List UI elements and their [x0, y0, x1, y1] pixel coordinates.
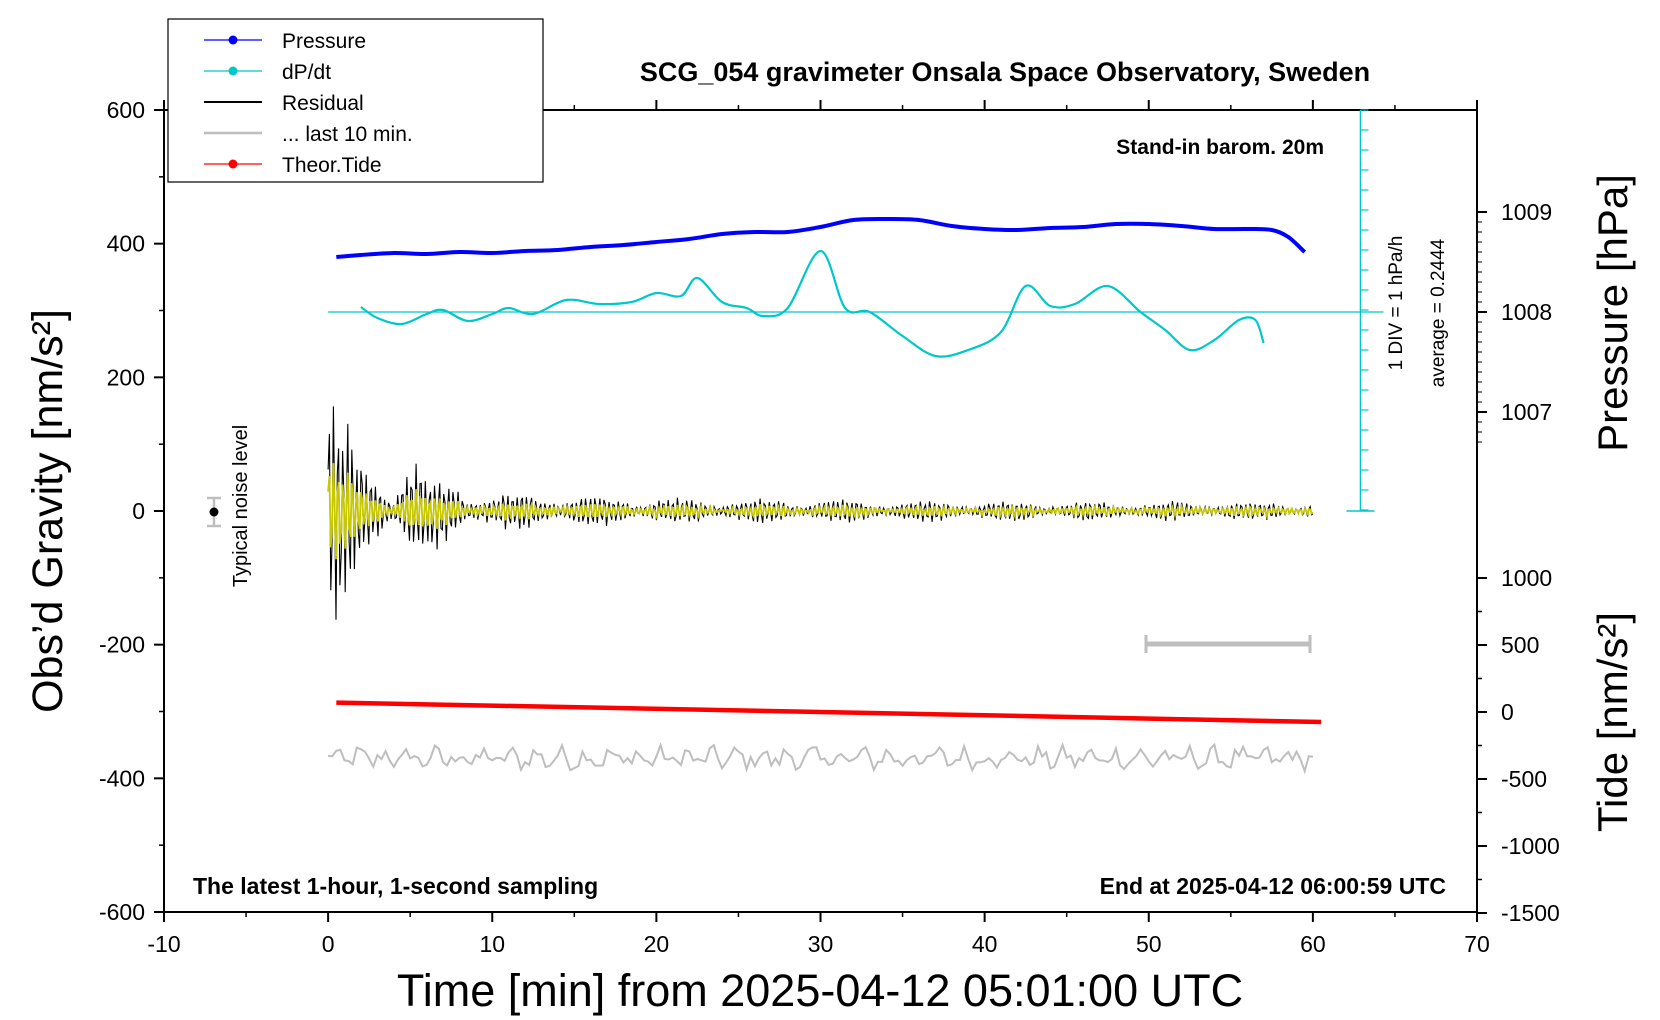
dpdt-scale-label: 1 DIV = 1 hPa/h: [1386, 236, 1407, 371]
tide-tick-label: -1500: [1501, 900, 1560, 926]
y-tick-label: 400: [107, 231, 145, 257]
x-axis-label: Time [min] from 2025-04-12 05:01:00 UTC: [397, 965, 1243, 1016]
legend: Pressure dP/dt Residual ... last 10 min. The…: [204, 30, 413, 177]
last-10-min-bracket: [1144, 635, 1312, 653]
x-tick-label: 50: [1136, 931, 1162, 957]
legend-marker: [228, 66, 238, 76]
tide-tick-label: 0: [1501, 699, 1514, 725]
tide-tick-label: 500: [1501, 632, 1539, 658]
tide-tick-label: 1000: [1501, 565, 1552, 591]
tide-tick-label: -500: [1501, 766, 1547, 792]
x-tick-label: 60: [1300, 931, 1326, 957]
x-tick-label: 40: [972, 931, 998, 957]
pressure-tick-label: 1009: [1501, 199, 1552, 225]
y-tick-label: -400: [99, 765, 145, 791]
last-10-min-trace: [327, 741, 1314, 775]
series-layer: [327, 216, 1322, 775]
y-tick-label: -200: [99, 632, 145, 658]
pressure-tick-label: 1008: [1501, 299, 1552, 325]
y-tick-label: -600: [99, 899, 145, 925]
chart-title: SCG_054 gravimeter Onsala Space Observat…: [640, 57, 1370, 87]
filtered-residual-trace: [327, 463, 1314, 560]
x-tick-label: 30: [808, 931, 834, 957]
legend-label: dP/dt: [282, 61, 331, 84]
legend-label: ... last 10 min.: [282, 123, 413, 146]
legend-box: [167, 18, 544, 183]
x-tick-label: 20: [644, 931, 670, 957]
x-tick-label: -10: [147, 931, 180, 957]
y-axis-label-tide: Tide [nm/s²]: [1589, 612, 1636, 832]
legend-label: Residual: [282, 92, 364, 115]
y-tick-label: 0: [132, 498, 145, 524]
noise-level-label: Typical noise level: [230, 425, 252, 587]
pressure-trace: [336, 216, 1307, 259]
noise-level-errorbar: [207, 496, 221, 528]
x-tick-label: 0: [322, 931, 335, 957]
footer-right: End at 2025-04-12 06:00:59 UTC: [1100, 873, 1446, 899]
footer-left: The latest 1-hour, 1-second sampling: [193, 873, 598, 899]
dpdt-trace: [360, 249, 1265, 358]
y-tick-label: 600: [107, 97, 145, 123]
x-tick-label: 70: [1464, 931, 1490, 957]
legend-label: Theor.Tide: [282, 154, 382, 177]
y-tick-label: 200: [107, 364, 145, 390]
x-tick-label: 10: [479, 931, 505, 957]
legend-marker: [228, 159, 238, 169]
y-axis-label-pressure: Pressure [hPa]: [1589, 174, 1636, 452]
tide-trace: [336, 700, 1322, 725]
tide-tick-label: -1000: [1501, 833, 1560, 859]
y-axis-label-left: Obs’d Gravity [nm/s²]: [24, 309, 72, 713]
pressure-tick-label: 1007: [1501, 399, 1552, 425]
axis-ticks: -10 0 10 20 30 40 50 60 70 600 400 200 0 -200 -400 -600…: [99, 97, 1560, 957]
chart-subtitle: Stand-in barom. 20m: [1116, 136, 1324, 159]
legend-label: Pressure: [282, 30, 366, 53]
dpdt-average-label: average = 0.2444: [1428, 238, 1449, 387]
legend-marker: [228, 35, 238, 45]
